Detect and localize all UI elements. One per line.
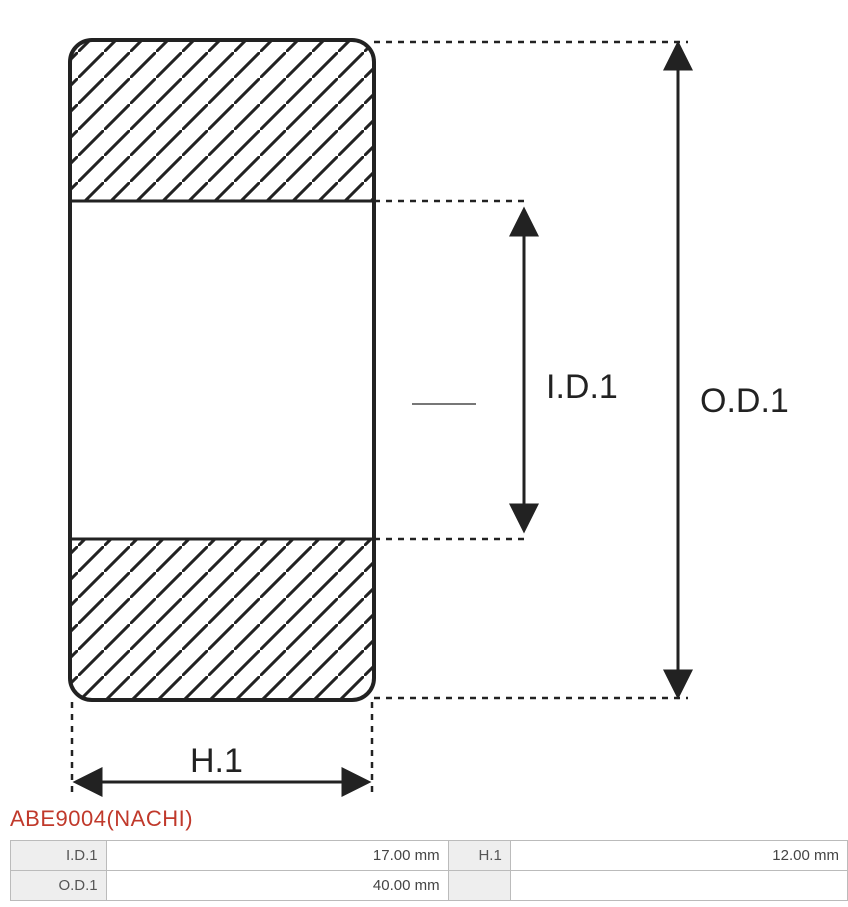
spec-value: [510, 871, 847, 901]
spec-value: 17.00 mm: [106, 841, 448, 871]
id-label: I.D.1: [546, 368, 618, 406]
spec-value: 12.00 mm: [510, 841, 847, 871]
part-title: ABE9004(NACHI): [10, 806, 848, 832]
spec-label: O.D.1: [11, 871, 107, 901]
bearing-diagram: O.D.1 I.D.1 H.1: [0, 0, 848, 800]
table-row: O.D.1 40.00 mm: [11, 871, 848, 901]
spec-label: I.D.1: [11, 841, 107, 871]
spec-label: [448, 871, 510, 901]
h-label: H.1: [190, 742, 243, 780]
spec-table: I.D.1 17.00 mm H.1 12.00 mm O.D.1 40.00 …: [10, 840, 848, 901]
od-label: O.D.1: [700, 382, 789, 420]
hatched-ring-top: [70, 40, 374, 201]
spec-value: 40.00 mm: [106, 871, 448, 901]
hatched-ring-bottom: [70, 539, 374, 700]
spec-label: H.1: [448, 841, 510, 871]
table-row: I.D.1 17.00 mm H.1 12.00 mm: [11, 841, 848, 871]
